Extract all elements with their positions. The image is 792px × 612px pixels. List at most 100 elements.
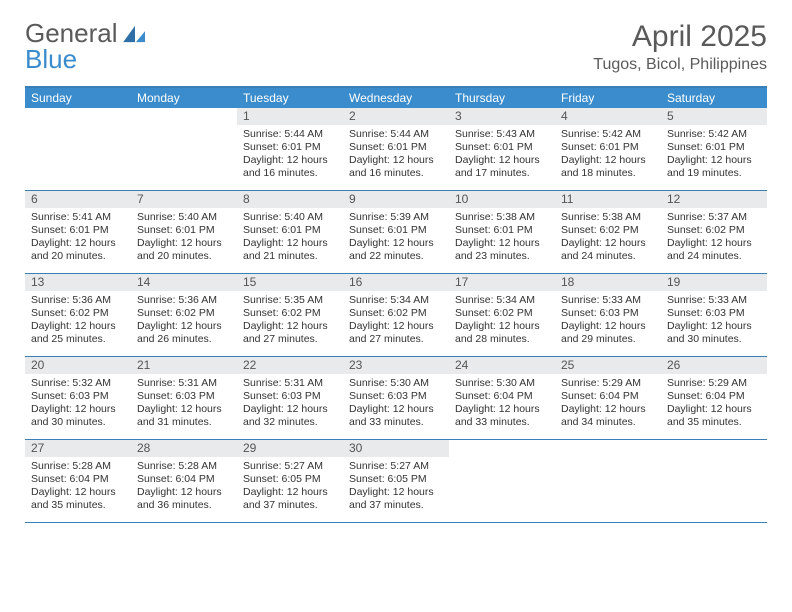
sunset-line: Sunset: 6:01 PM xyxy=(243,224,337,237)
date-number: 6 xyxy=(25,191,131,208)
date-number: 14 xyxy=(131,274,237,291)
month-title: April 2025 xyxy=(593,20,767,54)
day-details: Sunrise: 5:44 AMSunset: 6:01 PMDaylight:… xyxy=(237,125,343,185)
calendar-day: 27Sunrise: 5:28 AMSunset: 6:04 PMDayligh… xyxy=(25,440,131,522)
daylight-line: Daylight: 12 hours and 34 minutes. xyxy=(561,403,655,429)
daylight-line: Daylight: 12 hours and 32 minutes. xyxy=(243,403,337,429)
date-number: 16 xyxy=(343,274,449,291)
sunrise-line: Sunrise: 5:38 AM xyxy=(455,211,549,224)
day-details: Sunrise: 5:41 AMSunset: 6:01 PMDaylight:… xyxy=(25,208,131,268)
date-number: 27 xyxy=(25,440,131,457)
sunrise-line: Sunrise: 5:27 AM xyxy=(349,460,443,473)
sunrise-line: Sunrise: 5:29 AM xyxy=(561,377,655,390)
sunset-line: Sunset: 6:01 PM xyxy=(31,224,125,237)
day-details: Sunrise: 5:44 AMSunset: 6:01 PMDaylight:… xyxy=(343,125,449,185)
daylight-line: Daylight: 12 hours and 16 minutes. xyxy=(243,154,337,180)
calendar-day: 28Sunrise: 5:28 AMSunset: 6:04 PMDayligh… xyxy=(131,440,237,522)
calendar-day: 21Sunrise: 5:31 AMSunset: 6:03 PMDayligh… xyxy=(131,357,237,439)
daylight-line: Daylight: 12 hours and 21 minutes. xyxy=(243,237,337,263)
calendar-day-empty xyxy=(661,440,767,522)
calendar-day: 12Sunrise: 5:37 AMSunset: 6:02 PMDayligh… xyxy=(661,191,767,273)
daylight-line: Daylight: 12 hours and 30 minutes. xyxy=(31,403,125,429)
calendar-week: 6Sunrise: 5:41 AMSunset: 6:01 PMDaylight… xyxy=(25,191,767,274)
sunset-line: Sunset: 6:04 PM xyxy=(137,473,231,486)
daylight-line: Daylight: 12 hours and 16 minutes. xyxy=(349,154,443,180)
sunset-line: Sunset: 6:05 PM xyxy=(349,473,443,486)
sunset-line: Sunset: 6:03 PM xyxy=(243,390,337,403)
day-details: Sunrise: 5:30 AMSunset: 6:03 PMDaylight:… xyxy=(343,374,449,434)
day-details: Sunrise: 5:32 AMSunset: 6:03 PMDaylight:… xyxy=(25,374,131,434)
sunset-line: Sunset: 6:04 PM xyxy=(455,390,549,403)
calendar-day: 6Sunrise: 5:41 AMSunset: 6:01 PMDaylight… xyxy=(25,191,131,273)
calendar-day: 29Sunrise: 5:27 AMSunset: 6:05 PMDayligh… xyxy=(237,440,343,522)
sunrise-line: Sunrise: 5:42 AM xyxy=(667,128,761,141)
calendar-day: 2Sunrise: 5:44 AMSunset: 6:01 PMDaylight… xyxy=(343,108,449,190)
date-number: 15 xyxy=(237,274,343,291)
daylight-line: Daylight: 12 hours and 26 minutes. xyxy=(137,320,231,346)
calendar-day: 1Sunrise: 5:44 AMSunset: 6:01 PMDaylight… xyxy=(237,108,343,190)
weekday-header: Friday xyxy=(555,88,661,108)
calendar-day: 18Sunrise: 5:33 AMSunset: 6:03 PMDayligh… xyxy=(555,274,661,356)
sunset-line: Sunset: 6:02 PM xyxy=(137,307,231,320)
daylight-line: Daylight: 12 hours and 33 minutes. xyxy=(349,403,443,429)
day-details: Sunrise: 5:36 AMSunset: 6:02 PMDaylight:… xyxy=(25,291,131,351)
date-number: 23 xyxy=(343,357,449,374)
date-number: 13 xyxy=(25,274,131,291)
sunset-line: Sunset: 6:02 PM xyxy=(455,307,549,320)
date-number: 9 xyxy=(343,191,449,208)
day-details: Sunrise: 5:43 AMSunset: 6:01 PMDaylight:… xyxy=(449,125,555,185)
sunrise-line: Sunrise: 5:34 AM xyxy=(349,294,443,307)
calendar-day: 15 Sunrise: 5:35 AMSunset: 6:02 PMDayligh… xyxy=(237,274,343,356)
brand-logo: GeneralBlue xyxy=(25,20,148,72)
sunrise-line: Sunrise: 5:30 AM xyxy=(349,377,443,390)
day-details: Sunrise: 5:33 AMSunset: 6:03 PMDaylight:… xyxy=(555,291,661,351)
sunset-line: Sunset: 6:01 PM xyxy=(667,141,761,154)
brand-sail-icon xyxy=(122,20,148,46)
calendar-day: 20Sunrise: 5:32 AMSunset: 6:03 PMDayligh… xyxy=(25,357,131,439)
sunset-line: Sunset: 6:02 PM xyxy=(243,307,337,320)
sunset-line: Sunset: 6:04 PM xyxy=(31,473,125,486)
sunrise-line: Sunrise: 5:27 AM xyxy=(243,460,337,473)
calendar-week: 1Sunrise: 5:44 AMSunset: 6:01 PMDaylight… xyxy=(25,108,767,191)
sunrise-line: Sunrise: 5:40 AM xyxy=(243,211,337,224)
day-details: Sunrise: 5:33 AMSunset: 6:03 PMDaylight:… xyxy=(661,291,767,351)
date-number: 11 xyxy=(555,191,661,208)
calendar-day: 22Sunrise: 5:31 AMSunset: 6:03 PMDayligh… xyxy=(237,357,343,439)
date-number: 7 xyxy=(131,191,237,208)
sunrise-line: Sunrise: 5:35 AM xyxy=(243,294,337,307)
daylight-line: Daylight: 12 hours and 22 minutes. xyxy=(349,237,443,263)
sunrise-line: Sunrise: 5:41 AM xyxy=(31,211,125,224)
calendar-day: 14Sunrise: 5:36 AMSunset: 6:02 PMDayligh… xyxy=(131,274,237,356)
date-number: 18 xyxy=(555,274,661,291)
sunrise-line: Sunrise: 5:32 AM xyxy=(31,377,125,390)
day-details: Sunrise: 5:34 AMSunset: 6:02 PMDaylight:… xyxy=(449,291,555,351)
date-number: 25 xyxy=(555,357,661,374)
sunset-line: Sunset: 6:01 PM xyxy=(561,141,655,154)
weekday-header: Saturday xyxy=(661,88,767,108)
day-details: Sunrise: 5:38 AMSunset: 6:02 PMDaylight:… xyxy=(555,208,661,268)
sunrise-line: Sunrise: 5:44 AM xyxy=(349,128,443,141)
sunrise-line: Sunrise: 5:28 AM xyxy=(137,460,231,473)
day-details: Sunrise: 5:36 AMSunset: 6:02 PMDaylight:… xyxy=(131,291,237,351)
sunrise-line: Sunrise: 5:44 AM xyxy=(243,128,337,141)
weekday-header: Sunday xyxy=(25,88,131,108)
weekday-header: Monday xyxy=(131,88,237,108)
daylight-line: Daylight: 12 hours and 24 minutes. xyxy=(667,237,761,263)
sunset-line: Sunset: 6:01 PM xyxy=(349,224,443,237)
day-details: Sunrise: 5:38 AMSunset: 6:01 PMDaylight:… xyxy=(449,208,555,268)
date-number: 10 xyxy=(449,191,555,208)
calendar-day: 3Sunrise: 5:43 AMSunset: 6:01 PMDaylight… xyxy=(449,108,555,190)
date-number: 19 xyxy=(661,274,767,291)
header: GeneralBlue April 2025 Tugos, Bicol, Phi… xyxy=(25,20,767,74)
daylight-line: Daylight: 12 hours and 24 minutes. xyxy=(561,237,655,263)
calendar-day: 13Sunrise: 5:36 AMSunset: 6:02 PMDayligh… xyxy=(25,274,131,356)
daylight-line: Daylight: 12 hours and 20 minutes. xyxy=(137,237,231,263)
calendar-day: 19Sunrise: 5:33 AMSunset: 6:03 PMDayligh… xyxy=(661,274,767,356)
day-details: Sunrise: 5:27 AMSunset: 6:05 PMDaylight:… xyxy=(343,457,449,517)
date-number: 20 xyxy=(25,357,131,374)
daylight-line: Daylight: 12 hours and 27 minutes. xyxy=(243,320,337,346)
day-details: Sunrise: 5:42 AMSunset: 6:01 PMDaylight:… xyxy=(661,125,767,185)
sunset-line: Sunset: 6:02 PM xyxy=(31,307,125,320)
daylight-line: Daylight: 12 hours and 31 minutes. xyxy=(137,403,231,429)
date-number: 26 xyxy=(661,357,767,374)
